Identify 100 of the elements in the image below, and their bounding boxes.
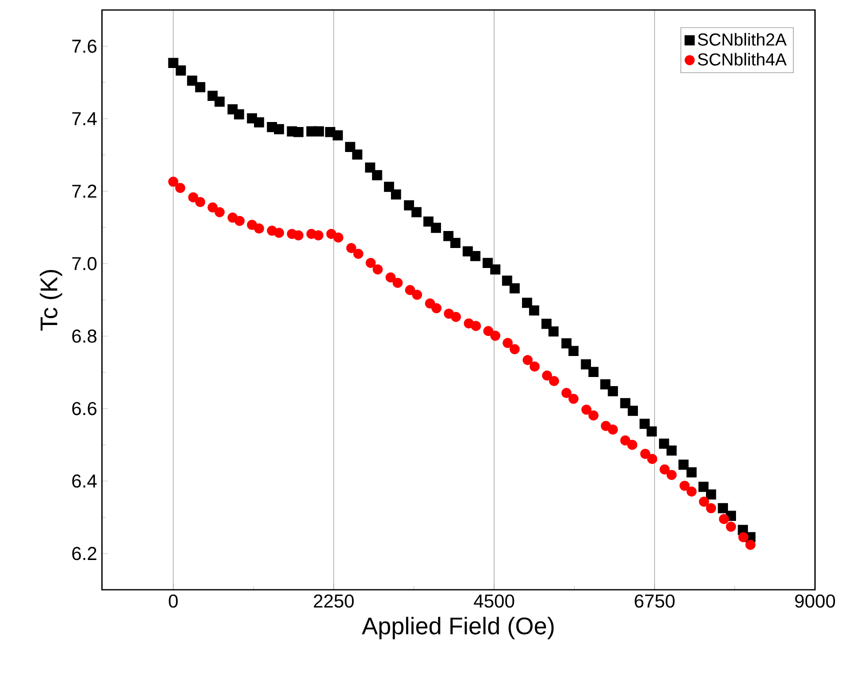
- point: [352, 150, 362, 160]
- point: [372, 170, 382, 180]
- point: [293, 230, 304, 241]
- x-tick-label: 4500: [474, 594, 514, 608]
- y-tick-label: 7.4: [72, 112, 97, 126]
- point: [588, 367, 599, 378]
- point: [658, 438, 670, 449]
- point: [332, 130, 343, 141]
- y-tick-label: 6.2: [72, 547, 96, 560]
- point: [627, 440, 638, 450]
- point: [214, 96, 225, 107]
- point: [718, 503, 728, 514]
- y-tick-label: 6.4: [72, 474, 97, 488]
- point: [510, 283, 520, 294]
- point: [660, 464, 670, 475]
- point: [580, 359, 591, 370]
- point: [738, 532, 748, 542]
- point: [628, 406, 638, 416]
- point: [366, 258, 376, 268]
- point: [745, 540, 756, 550]
- point: [698, 482, 709, 492]
- point: [234, 109, 244, 120]
- point: [608, 386, 618, 396]
- point: [168, 176, 178, 187]
- point: [686, 486, 697, 497]
- point: [431, 303, 442, 314]
- point: [686, 467, 697, 478]
- point: [706, 490, 716, 500]
- point: [187, 76, 198, 86]
- point: [353, 248, 364, 260]
- point: [490, 330, 500, 341]
- point: [529, 305, 540, 316]
- point: [640, 448, 650, 460]
- x-tick-label: 2250: [314, 594, 354, 608]
- y-tick-label: 7.6: [72, 40, 96, 53]
- point: [706, 503, 716, 514]
- point: [482, 258, 493, 268]
- point: [548, 376, 560, 386]
- x-tick-label: 6750: [634, 594, 675, 608]
- point: [666, 470, 677, 480]
- point: [195, 82, 206, 92]
- point: [548, 326, 559, 337]
- x-axis-title: Applied Field (Oe): [362, 616, 554, 640]
- point: [542, 370, 552, 381]
- point: [530, 362, 540, 372]
- point: [666, 446, 677, 456]
- point: [726, 522, 736, 532]
- point: [411, 207, 422, 218]
- point: [718, 514, 730, 524]
- point: [698, 496, 710, 507]
- y-tick-label: 7.2: [72, 184, 96, 198]
- point: [293, 127, 304, 138]
- point: [600, 379, 610, 390]
- point: [386, 272, 396, 283]
- point: [313, 230, 324, 241]
- point: [568, 394, 579, 404]
- point: [490, 264, 500, 275]
- y-tick-label: 7.0: [72, 257, 97, 270]
- point: [522, 298, 532, 308]
- point: [483, 326, 494, 336]
- point: [195, 197, 206, 208]
- point: [561, 338, 572, 349]
- point: [522, 355, 533, 366]
- y-axis-title: Tc (K): [40, 270, 62, 331]
- point: [608, 424, 618, 435]
- point: [640, 418, 650, 430]
- point: [568, 346, 579, 356]
- point: [502, 276, 512, 286]
- y-tick-label: 6.6: [72, 402, 96, 416]
- point: [175, 182, 186, 194]
- point: [188, 192, 198, 203]
- point: [620, 398, 630, 408]
- point: [345, 142, 356, 152]
- x-tick-label: 9000: [795, 594, 836, 608]
- point: [404, 200, 414, 211]
- point: [372, 264, 383, 275]
- point: [254, 117, 264, 128]
- point: [581, 404, 592, 415]
- legend-label: SCNblith4A: [698, 52, 787, 66]
- point: [176, 66, 186, 76]
- point: [450, 312, 461, 322]
- point: [234, 216, 245, 226]
- point: [647, 454, 658, 464]
- point: [680, 480, 690, 491]
- point: [430, 222, 442, 233]
- x-tick-label: 0: [168, 594, 178, 608]
- legend-label: SCNblith2A: [698, 33, 787, 46]
- point: [620, 436, 630, 446]
- point: [365, 162, 376, 173]
- point: [561, 388, 572, 398]
- point: [392, 278, 403, 288]
- point: [510, 344, 520, 354]
- point: [333, 232, 344, 243]
- point: [678, 460, 689, 470]
- point: [274, 124, 284, 134]
- point: [384, 182, 394, 192]
- point: [208, 202, 218, 213]
- point: [541, 318, 552, 329]
- point: [502, 338, 513, 348]
- point: [646, 426, 657, 437]
